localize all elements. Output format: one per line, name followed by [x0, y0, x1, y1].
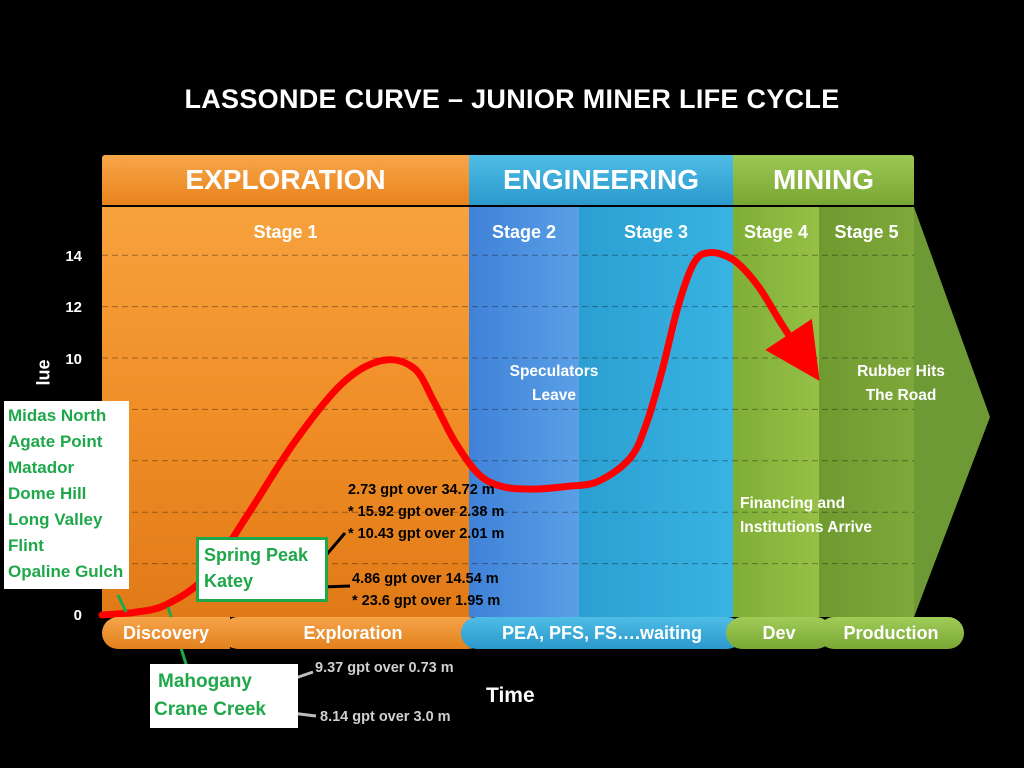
- phase-engineering-label: ENGINEERING: [502, 164, 700, 195]
- speculators-annotation: Speculators Leave: [509, 363, 599, 404]
- katey-assay-1: 4.86 gpt over 14.54 m: [352, 571, 499, 587]
- timeline-waiting-label: PEA, PFS, FS….waiting: [501, 622, 703, 643]
- y-tick-12: 12: [65, 299, 82, 316]
- project-item: Agate Point: [8, 432, 103, 451]
- stage-2-label: Stage 2: [491, 222, 557, 242]
- y-axis-label: lue: [33, 359, 54, 386]
- stage-2-column: [469, 207, 579, 617]
- stage-3-label: Stage 3: [623, 222, 689, 242]
- project-item: Opaline Gulch: [8, 562, 124, 581]
- mahogany-crane-box: Mahogany Crane Creek: [150, 664, 298, 728]
- mahogany-assay: 9.37 gpt over 0.73 m: [315, 660, 454, 676]
- timeline-production: Production: [818, 617, 964, 649]
- spring-assay-3: * 10.43 gpt over 2.01 m: [348, 526, 505, 542]
- timeline-waiting: PEA, PFS, FS….waiting: [461, 617, 743, 649]
- spring-assay-2: * 15.92 gpt over 2.38 m: [348, 504, 505, 520]
- rubber-annotation: Rubber Hits The Road: [857, 363, 945, 404]
- timeline-discovery-label: Discovery: [122, 622, 210, 643]
- timeline-production-label: Production: [843, 622, 939, 643]
- phase-exploration: EXPLORATION: [102, 155, 469, 205]
- mahogany-label: Mahogany: [158, 671, 252, 692]
- y-tick-10: 10: [65, 351, 82, 368]
- stage-5-label: Stage 5: [834, 222, 899, 242]
- timeline-discovery: Discovery: [102, 617, 230, 649]
- crane-creek-label: Crane Creek: [154, 699, 266, 720]
- financing-annotation: Financing and Institutions Arrive: [740, 495, 873, 536]
- project-item: Long Valley: [8, 510, 103, 529]
- project-item: Matador: [8, 458, 75, 477]
- timeline-arrow-head: [914, 207, 990, 617]
- chart-title: LASSONDE CURVE – JUNIOR MINER LIFE CYCLE: [184, 84, 840, 114]
- spring-peak-label: Spring Peak: [204, 545, 309, 565]
- timeline-exploration: Exploration: [222, 617, 484, 649]
- y-tick-14: 14: [65, 248, 82, 265]
- timeline-exploration-label: Exploration: [303, 622, 403, 643]
- stage-1-label: Stage 1: [253, 222, 318, 242]
- project-item: Dome Hill: [8, 484, 87, 503]
- y-tick-0: 0: [73, 607, 82, 624]
- x-axis-label: Time: [486, 684, 535, 707]
- katey-assay-2: * 23.6 gpt over 1.95 m: [352, 593, 501, 609]
- stage-4-label: Stage 4: [743, 222, 809, 242]
- katey-label: Katey: [204, 571, 254, 591]
- phase-engineering: ENGINEERING: [469, 155, 733, 205]
- spring-assay-1: 2.73 gpt over 34.72 m: [348, 482, 495, 498]
- phase-mining: MINING: [733, 155, 914, 205]
- project-item: Midas North: [8, 406, 107, 425]
- list-connector: [116, 594, 128, 613]
- timeline-dev-label: Dev: [762, 622, 796, 643]
- project-item: Flint: [8, 536, 44, 555]
- spring-katey-box: Spring Peak Katey: [196, 537, 328, 602]
- stage-5-column: [819, 207, 914, 617]
- phase-mining-label: MINING: [772, 164, 875, 195]
- crane-assay: 8.14 gpt over 3.0 m: [320, 709, 451, 725]
- stage-3-column: [579, 207, 733, 617]
- lassonde-curve-line: [98, 249, 820, 619]
- timeline-dev: Dev: [726, 617, 832, 649]
- projects-list: Midas North Agate Point Matador Dome Hil…: [4, 401, 129, 589]
- phase-exploration-label: EXPLORATION: [185, 164, 386, 195]
